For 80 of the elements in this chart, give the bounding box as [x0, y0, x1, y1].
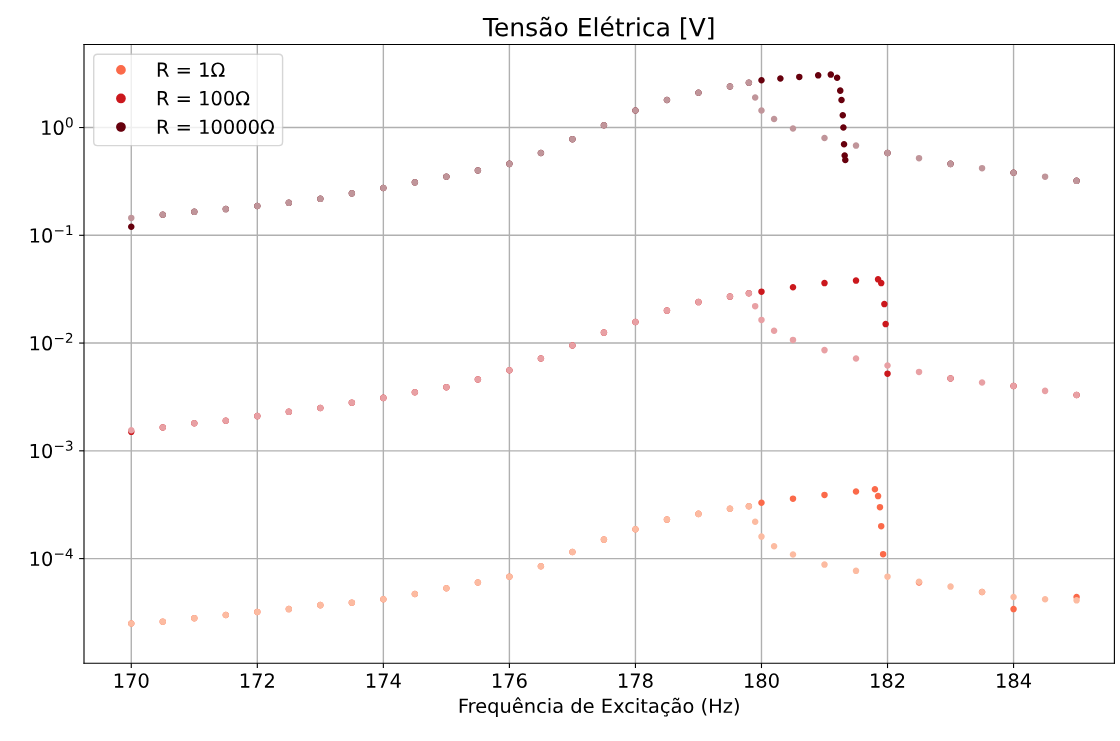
y-tick-label: 10$^{−2}$ — [30, 332, 73, 351]
point — [758, 316, 765, 324]
point — [821, 279, 828, 287]
point — [821, 491, 828, 499]
point — [884, 573, 891, 580]
point — [821, 346, 828, 354]
point — [821, 134, 828, 142]
x-tick-label: 170 — [114, 673, 149, 688]
point — [838, 96, 845, 104]
point — [877, 279, 885, 287]
point — [751, 302, 759, 310]
legend-label: R = 100Ω — [157, 90, 250, 106]
point — [884, 370, 891, 377]
x-axis-title: Frequência de Excitação (Hz) — [459, 697, 739, 717]
point — [840, 140, 848, 148]
point — [751, 518, 759, 525]
point — [837, 87, 844, 94]
point — [789, 495, 797, 502]
point — [1041, 595, 1049, 603]
point — [839, 112, 847, 119]
point — [1041, 173, 1049, 180]
legend-label: R = 1Ω — [157, 62, 225, 77]
legend-label: R = 10000Ω — [157, 119, 275, 135]
point — [852, 355, 860, 362]
point — [758, 499, 765, 506]
point — [877, 522, 885, 530]
point — [852, 142, 860, 149]
point — [128, 214, 135, 222]
point — [789, 551, 797, 558]
point — [884, 362, 891, 369]
x-tick-label: 184 — [997, 673, 1032, 688]
point — [758, 107, 765, 114]
point — [915, 154, 923, 162]
x-tick-label: 176 — [492, 673, 527, 688]
point — [852, 488, 860, 495]
y-tick-label: 10$^{0}$ — [42, 117, 73, 136]
point — [874, 492, 882, 500]
point — [128, 223, 135, 231]
point — [789, 283, 797, 291]
point — [1041, 387, 1049, 395]
point — [840, 124, 847, 131]
point — [827, 71, 835, 78]
point — [881, 300, 888, 308]
point — [789, 336, 797, 344]
point — [978, 164, 986, 172]
x-tick-label: 180 — [745, 673, 779, 688]
point — [796, 73, 803, 81]
y-tick-label: 10$^{−1}$ — [30, 225, 73, 243]
point — [1010, 593, 1017, 601]
x-tick-label: 178 — [619, 673, 653, 688]
point — [758, 76, 765, 84]
point — [770, 115, 778, 123]
point — [871, 486, 879, 493]
point — [1010, 605, 1017, 613]
x-tick-label: 182 — [871, 673, 905, 688]
point — [814, 72, 822, 79]
point — [978, 379, 986, 386]
point — [915, 368, 923, 376]
point — [770, 543, 778, 550]
point — [758, 288, 765, 295]
point — [852, 277, 860, 284]
point — [758, 533, 765, 540]
point — [1073, 597, 1080, 604]
point — [882, 320, 889, 328]
point — [842, 156, 849, 164]
point — [770, 327, 778, 335]
point — [879, 550, 887, 558]
point — [947, 583, 954, 590]
point — [789, 125, 797, 132]
point — [833, 74, 841, 81]
point — [777, 75, 784, 82]
x-tick-label: 172 — [240, 673, 274, 688]
y-tick-label: 10$^{−3}$ — [30, 440, 73, 459]
point — [821, 561, 828, 568]
chart-title: Tensão Elétrica [V] — [482, 16, 714, 40]
x-tick-label: 174 — [366, 673, 401, 688]
point — [876, 503, 884, 511]
point — [751, 94, 759, 101]
point — [852, 567, 860, 575]
y-tick-label: 10$^{−4}$ — [30, 548, 73, 567]
